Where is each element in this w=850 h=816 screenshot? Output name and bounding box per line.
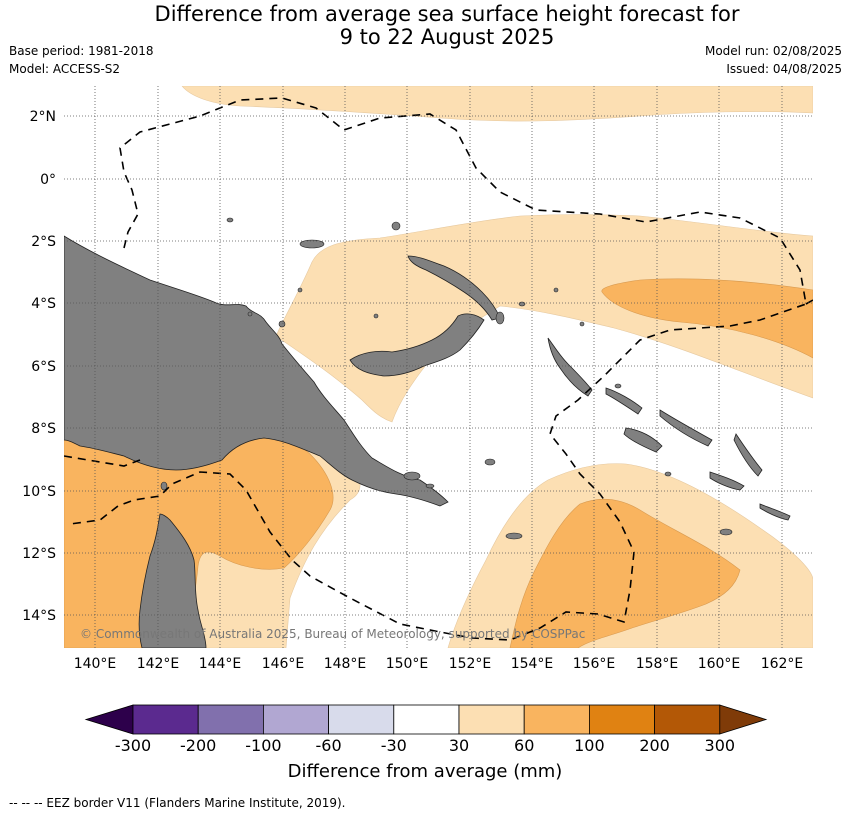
longitude-label: 146°E [262,656,305,672]
eez-borders [64,97,813,641]
colorbar-tick-label: -60 [316,736,342,755]
longitude-label: 140°E [74,656,117,672]
latitude-label: 4°S [31,296,56,312]
colorbar-segment [132,704,199,735]
longitude-label: 158°E [636,656,679,672]
meta-left: Base period: 1981-2018 Model: ACCESS-S2 [9,42,154,78]
anomaly-region-southeast-strong [509,498,741,648]
colorbar-segment [393,704,460,735]
eez-legend: -- -- -- EEZ border V11 (Flanders Marine… [9,796,346,810]
land-bougainville [547,337,593,397]
issued-date: Issued: 04/08/2025 [726,62,842,76]
latitude-labels: 2°N 0° 2°S 4°S 6°S 8°S 10°S 12°S 14°S [22,109,56,624]
longitude-label: 148°E [324,656,367,672]
model-name: Model: ACCESS-S2 [9,62,121,76]
colorbar-segment [458,704,525,735]
colorbar-over-arrow [719,704,768,735]
latitude-label: 14°S [22,608,56,624]
colorbar-tick-label: -30 [381,736,407,755]
colorbar-under-arrow [84,704,134,735]
eez-png-south-west [64,455,141,467]
anomaly-region-north [181,86,813,122]
latitude-label: 12°S [22,546,56,562]
latitude-label: 2°N [30,109,56,125]
colorbar-tick-label: 200 [639,736,670,755]
eez-png-border [69,97,807,641]
title-line-1: Difference from average sea surface heig… [154,2,740,26]
longitude-label: 152°E [449,656,492,672]
colorbar-title: Difference from average (mm) [287,761,563,782]
colorbar-segment [262,704,329,735]
longitude-label: 144°E [199,656,242,672]
land-rennell [759,503,791,521]
land-makira [709,471,745,491]
map-panel: © Commonwealth of Australia 2025, Bureau… [64,86,813,648]
map-title: Difference from average sea surface heig… [0,3,850,49]
colorbar-tick-label: 300 [705,736,736,755]
latitude-label: 10°S [22,484,56,500]
anomaly-region-east [601,278,813,359]
eez-solomons-border [805,299,813,305]
land-cape-york [138,513,207,648]
colorbar-tick-label: 60 [514,736,534,755]
model-run: Model run: 02/08/2025 [704,44,842,58]
title-line-2: 9 to 22 August 2025 [339,25,555,49]
land-new-britain [349,313,485,377]
colorbar-segment [328,704,395,735]
land-choiseul [605,387,643,415]
latitude-label: 8°S [31,421,56,437]
colorbar-segment [523,704,590,735]
land-guadalcanal [623,427,663,453]
meta-right: Model run: 02/08/2025 Issued: 04/08/2025 [705,42,842,78]
colorbar-tick-label: 30 [449,736,469,755]
longitude-label: 150°E [386,656,429,672]
colorbar-segment [589,704,656,735]
colorbar-tick-label: -100 [245,736,281,755]
small-islands [160,217,733,540]
latitude-label: 2°S [31,234,56,250]
longitude-label: 160°E [698,656,741,672]
colorbar-segment [197,704,264,735]
longitude-label: 154°E [511,656,554,672]
latitude-label: 6°S [31,359,56,375]
colorbar-tick-label: -300 [115,736,151,755]
graticule [64,86,813,648]
colorbar-segment [654,704,721,735]
longitude-labels: 140°E 142°E 144°E 146°E 148°E 150°E 152°E 154°E… [74,656,804,672]
land-malaita [733,433,763,477]
land-new-guinea [64,235,449,507]
colorbar-tick-label: 100 [574,736,605,755]
longitude-label: 142°E [137,656,180,672]
colorbar-tick-label: -200 [180,736,216,755]
longitude-label: 156°E [573,656,616,672]
latitude-label: 0° [40,172,56,188]
colorbar: -300 -200 -100 -60 -30 30 60 100 200 300 [84,704,768,755]
copyright-notice: © Commonwealth of Australia 2025, Bureau… [80,627,585,641]
longitude-label: 162°E [761,656,804,672]
base-period: Base period: 1981-2018 [9,44,154,58]
